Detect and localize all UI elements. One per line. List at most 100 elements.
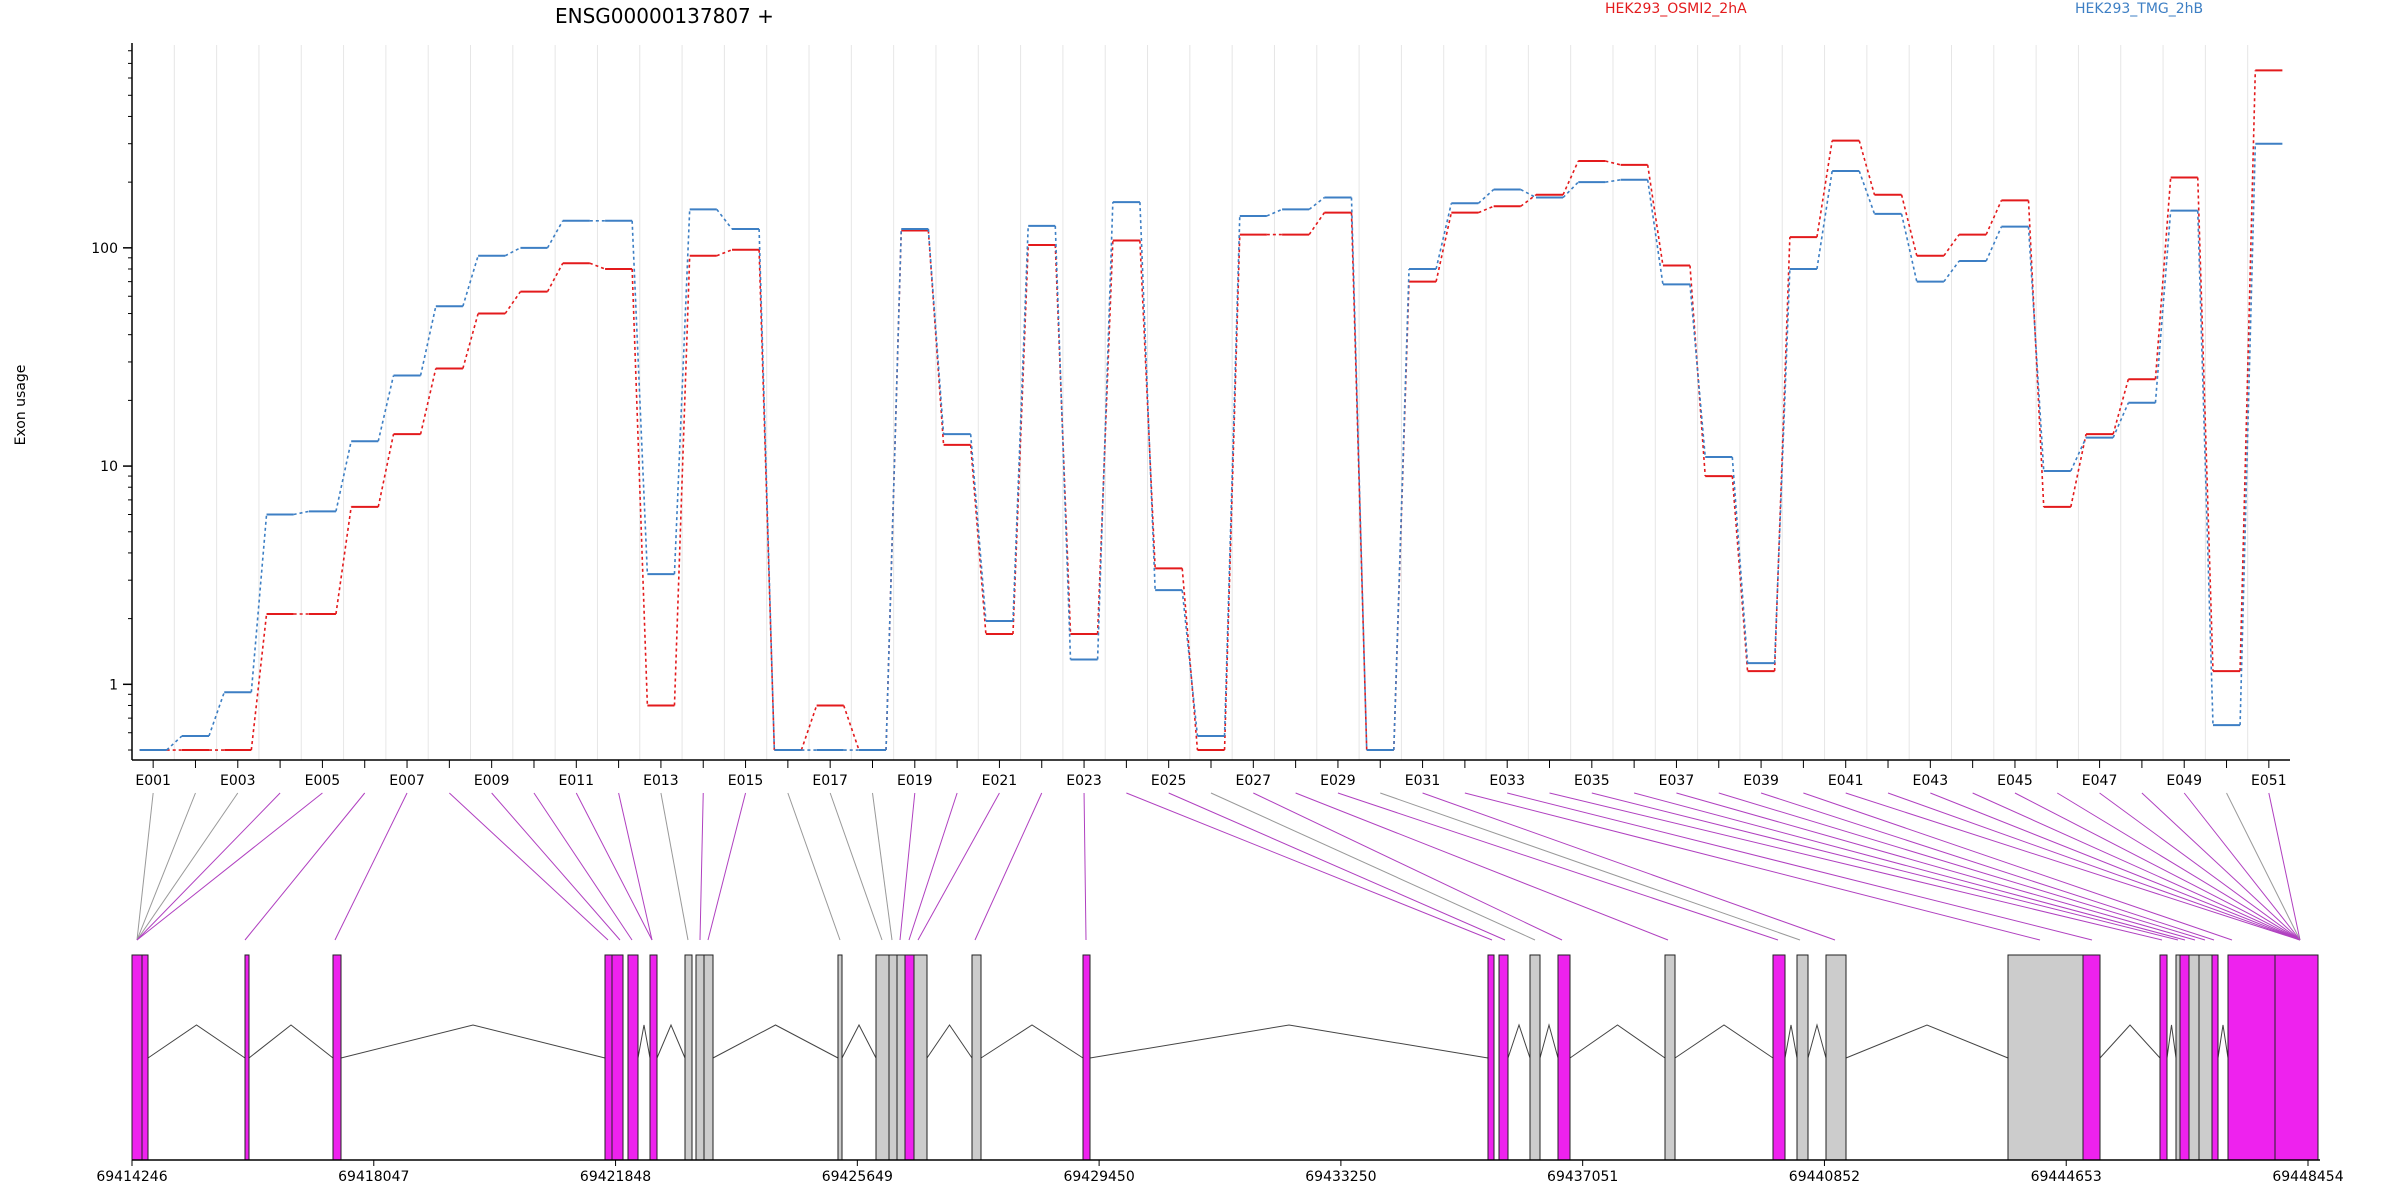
series-connector [419,368,437,435]
series-connector [377,375,395,442]
intron-line [248,1024,334,1059]
series-connector [1731,456,1749,664]
series-connector [589,262,606,270]
exon-link-e022 [974,792,1043,941]
x-tick-label-e005: E005 [305,773,341,789]
x-tick-label-e045: E045 [1997,773,2033,789]
x-tick-label-e003: E003 [220,773,256,789]
untested-exon-box [703,954,714,1161]
legend-entry-tmg: HEK293_TMG_2hB [2075,1,2203,17]
x-tick-label-e015: E015 [728,773,764,789]
exon-link-e024 [1126,792,1493,941]
exon-link-e016 [787,792,841,941]
x-tick-label-e011: E011 [559,773,595,789]
series-connector [2239,70,2257,672]
x-tick-label-e009: E009 [474,773,510,789]
series-connector [2196,177,2214,672]
series-connector [885,228,903,751]
intron-line [1539,1023,1559,1059]
tested-exon-box [2274,954,2319,1161]
intron-line [147,1024,246,1059]
y-tick-label: 1 [109,677,118,693]
tested-exon-box [904,954,915,1161]
x-tick-label-e043: E043 [1913,773,1949,789]
series-connector [1478,205,1494,214]
coordinate-label: 69418047 [338,1169,409,1185]
series-connector [716,208,733,230]
untested-exon-box [1529,954,1541,1161]
tested-exon-box [649,954,658,1161]
exon-link-e049 [2183,792,2301,941]
series-connector [1181,568,1199,751]
coordinate-label: 69429450 [1063,1169,1134,1185]
series-connector [969,444,987,635]
series-connector [1858,170,1876,215]
intron-line [1784,1024,1798,1059]
series-connector [377,434,395,508]
series-connector [1605,179,1621,183]
x-tick-label-e027: E027 [1236,773,1272,789]
series-tmg [139,142,2283,752]
intron-line [637,1024,651,1059]
series-connector [1308,212,1326,236]
tested-exon-box [2082,954,2101,1161]
series-connector [631,268,649,706]
intron-line [1674,1024,1774,1059]
exon-link-e027 [1253,792,1563,941]
series-connector [250,613,268,751]
exon-link-e011 [575,792,653,941]
intron-line [926,1024,973,1059]
series-connector [1562,160,1580,196]
tested-exon-box [2179,954,2190,1161]
gene-model: 69414246 69418047 69421848 69425649 69429450… [96,954,2344,1185]
series-connector [1816,170,1833,270]
coordinate-label: 69437051 [1547,1169,1618,1185]
x-tick-label-e021: E021 [982,773,1018,789]
series-connector [758,228,776,751]
exon-link-e029 [1337,792,1779,941]
x-tick-label-e041: E041 [1828,773,1864,789]
exon-link-e050 [2226,792,2301,941]
series-connector [631,220,649,575]
exon-link-e041 [1845,792,2301,941]
x-tick-label-e029: E029 [1320,773,1356,789]
tested-exon-box [604,954,613,1161]
exon-link-e018 [871,792,893,941]
untested-exon-box [875,954,890,1161]
series-connector [504,247,521,257]
exon-link-e002 [136,792,196,941]
exon-link-e031 [1422,792,1836,941]
exon-link-e051 [2268,792,2301,941]
x-tick-label-e007: E007 [389,773,425,789]
untested-exon-box [896,954,906,1161]
untested-exon-box [2007,954,2084,1161]
exon-link-e020 [908,792,958,941]
series-connector [1900,194,1918,256]
exon-link-e028 [1295,792,1669,941]
series-connector [1985,226,2003,262]
series-connector [293,510,310,516]
intron-line [340,1024,606,1059]
series-connector [1139,240,1156,569]
intron-line [980,1024,1084,1059]
x-tick-label-e013: E013 [643,773,679,789]
series-connector [716,249,733,257]
untested-exon-box [1796,954,1809,1161]
coordinate-label: 69444653 [2031,1169,2102,1185]
x-tick-label-e023: E023 [1066,773,1102,789]
series-connector [673,209,691,575]
x-tick-label-e025: E025 [1151,773,1187,789]
exon-link-e015 [707,792,747,941]
tested-exon-box [1487,954,1495,1161]
exon-link-e032 [1464,792,2041,941]
tested-exon-box [2211,954,2219,1161]
untested-exon-box [684,954,693,1161]
untested-exon-box [913,954,928,1161]
series-connector [969,434,987,622]
exon-link-e003 [136,792,239,941]
exon-link-e030 [1380,792,1801,941]
intron-line [2166,1024,2177,1059]
series-lines [139,69,2283,752]
exon-link-e013 [660,792,689,941]
intron-line [1569,1024,1666,1059]
